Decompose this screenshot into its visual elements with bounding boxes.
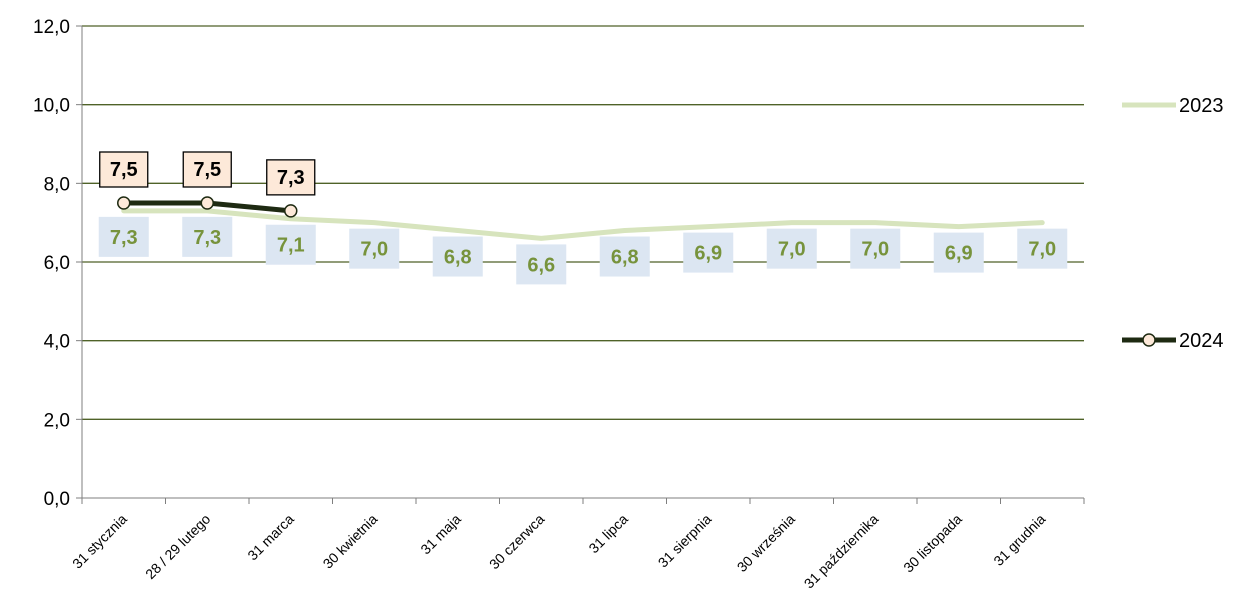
axes — [76, 25, 1085, 504]
series-2024-marker — [117, 196, 131, 210]
y-tick-label: 2,0 — [44, 410, 70, 431]
y-tick-label: 4,0 — [44, 332, 70, 353]
x-tick-label: 30 czerwca — [486, 511, 548, 573]
y-tick-label: 6,0 — [44, 253, 70, 274]
legend-marker-2024 — [1142, 333, 1156, 347]
x-tick-label: 30 listopada — [900, 511, 965, 576]
x-tick-label: 31 sierpnia — [655, 511, 715, 571]
data-label-2024-box — [266, 159, 316, 196]
data-label-2023: 7,3 — [110, 227, 138, 249]
x-tick-label: 28 / 29 lutego — [142, 511, 213, 582]
data-label-2023: 7,0 — [861, 239, 889, 261]
legend: 2023 2024 — [1122, 95, 1224, 352]
data-label-2023: 6,6 — [527, 254, 555, 276]
x-tick-label: 31 maja — [417, 511, 464, 558]
data-label-2024: 7,5 — [193, 159, 221, 181]
x-tick-label: 31 marca — [244, 511, 297, 564]
data-label-2023: 7,0 — [778, 239, 806, 261]
legend-label-2023: 2023 — [1179, 95, 1224, 117]
data-label-2023-box — [850, 228, 901, 269]
grid — [82, 25, 1084, 420]
data-label-2023-box — [98, 216, 149, 257]
data-labels-2023: 7,3 7,3 7,1 7,0 6,8 6,6 6,8 6,9 7,0 7,0 6,9 7,0 — [98, 216, 1068, 285]
x-tick-label: 31 października — [801, 511, 882, 592]
data-label-2023: 7,0 — [1028, 239, 1056, 261]
legend-label-2024: 2024 — [1179, 330, 1224, 352]
data-label-2023-box — [265, 224, 316, 265]
data-label-2023: 7,3 — [193, 227, 221, 249]
x-tick-label: 30 kwietnia — [320, 511, 381, 572]
data-label-2023-box — [349, 228, 400, 269]
data-label-2023: 6,8 — [444, 247, 472, 269]
x-tick-label: 30 września — [734, 511, 798, 575]
data-label-2023-box — [182, 216, 233, 257]
series-2024 — [117, 196, 298, 218]
y-tick-label: 12,0 — [33, 17, 70, 38]
x-axis-ticks: 31 stycznia 28 / 29 lutego 31 marca 30 kwie… — [69, 511, 1048, 592]
data-labels-2024: 7,5 7,5 7,3 — [99, 151, 316, 196]
data-label-2024-box — [99, 151, 149, 188]
series-2023-line — [121, 208, 1045, 241]
y-tick-label: 0,0 — [44, 489, 70, 510]
series-2023 — [121, 208, 1045, 241]
data-label-2023-box — [683, 232, 734, 273]
data-label-2023-box — [432, 236, 483, 277]
data-label-2023: 6,9 — [945, 243, 973, 265]
data-label-2023: 7,1 — [277, 235, 305, 257]
series-2024-marker — [200, 196, 214, 210]
series-2024-marker — [284, 204, 298, 218]
data-label-2023-box — [933, 232, 984, 273]
data-label-2023: 7,0 — [360, 239, 388, 261]
y-axis-ticks: 0,0 2,0 4,0 6,0 8,0 10,0 12,0 — [33, 17, 70, 510]
data-label-2023: 6,8 — [611, 247, 639, 269]
x-tick-label: 31 stycznia — [69, 511, 130, 572]
data-label-2023-box — [1017, 228, 1068, 269]
y-tick-label: 10,0 — [33, 96, 70, 117]
data-label-2023-box — [516, 244, 567, 285]
data-label-2024: 7,5 — [110, 159, 138, 181]
data-label-2024: 7,3 — [277, 167, 305, 189]
x-tick-label: 31 grudnia — [990, 511, 1048, 569]
data-label-2023: 6,9 — [694, 243, 722, 265]
data-label-2023-box — [766, 228, 817, 269]
x-tick-label: 31 lipca — [585, 511, 631, 557]
y-tick-label: 8,0 — [44, 174, 70, 195]
data-label-2024-box — [182, 151, 232, 188]
data-label-2023-box — [599, 236, 650, 277]
